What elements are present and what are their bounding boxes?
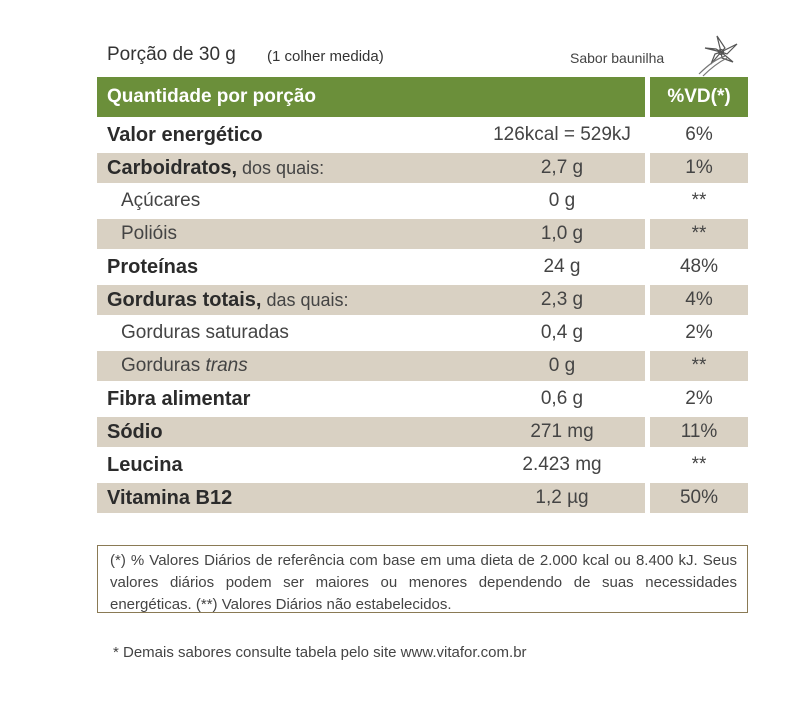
- row-name: Carboidratos, dos quais:: [107, 157, 325, 179]
- portion-size: Porção de 30 g: [107, 44, 236, 65]
- table-row: Açúcares 0 g **: [97, 186, 748, 216]
- row-vd: 11%: [650, 417, 748, 447]
- flavor-label: Sabor baunilha: [570, 50, 665, 66]
- row-vd: **: [691, 454, 707, 475]
- row-vd: 48%: [679, 256, 719, 277]
- row-name: Gorduras totais, das quais:: [107, 289, 349, 311]
- row-name: Proteínas: [107, 256, 199, 278]
- header-quantity: Quantidade por porção: [97, 77, 645, 117]
- row-value: 0 g: [548, 190, 576, 211]
- row-name: Gorduras saturadas: [121, 322, 289, 343]
- row-name: Sódio: [107, 421, 163, 443]
- table-row: Polióis 1,0 g **: [97, 219, 748, 249]
- row-vd: 2%: [685, 322, 713, 343]
- table-header: Quantidade por porção %VD(*): [97, 77, 748, 117]
- portion-measure: (1 colher medida): [267, 48, 384, 65]
- table-row: Gorduras trans 0 g **: [97, 351, 748, 381]
- other-flavors-note: * Demais sabores consulte tabela pelo si…: [113, 644, 527, 661]
- row-name: Leucina: [107, 454, 183, 476]
- row-name: Açúcares: [121, 190, 201, 211]
- table-row: Gorduras saturadas 0,4 g 2%: [97, 318, 748, 348]
- table-row: Sódio 271 mg 11%: [97, 417, 748, 447]
- row-value: 2,3 g: [540, 289, 584, 310]
- row-vd: 4%: [650, 285, 748, 315]
- row-name: Vitamina B12: [107, 487, 233, 509]
- row-value: 0,6 g: [540, 388, 584, 409]
- row-value: 126kcal = 529kJ: [493, 124, 631, 145]
- row-name: Fibra alimentar: [107, 388, 251, 410]
- vanilla-flower-icon: [698, 35, 738, 77]
- daily-value-footnote: (*) % Valores Diários de referência com …: [97, 545, 748, 613]
- nutrition-table: Quantidade por porção %VD(*) Valor energ…: [97, 77, 748, 513]
- row-name: Valor energético: [107, 124, 263, 146]
- table-row: Valor energético 126kcal = 529kJ 6%: [97, 120, 748, 150]
- row-vd: **: [650, 219, 748, 249]
- row-name: Polióis: [121, 223, 177, 244]
- row-value: 2,7 g: [540, 157, 584, 178]
- row-vd: 2%: [685, 388, 713, 409]
- row-value: 0 g: [548, 355, 576, 376]
- row-vd: 50%: [650, 483, 748, 513]
- table-row: Vitamina B12 1,2 µg 50%: [97, 483, 748, 513]
- table-row: Proteínas 24 g 48%: [97, 252, 748, 282]
- table-row: Carboidratos, dos quais: 2,7 g 1%: [97, 153, 748, 183]
- row-value: 1,0 g: [540, 223, 584, 244]
- header-daily-value: %VD(*): [650, 77, 748, 117]
- table-row: Fibra alimentar 0,6 g 2%: [97, 384, 748, 414]
- row-value: 271 mg: [530, 421, 594, 442]
- row-name: Gorduras trans: [121, 355, 248, 376]
- row-value: 1,2 µg: [535, 487, 589, 508]
- row-value: 0,4 g: [540, 322, 584, 343]
- row-value: 24 g: [543, 256, 581, 277]
- row-vd: **: [691, 190, 707, 211]
- table-row: Leucina 2.423 mg **: [97, 450, 748, 480]
- row-value: 2.423 mg: [522, 454, 602, 475]
- footnote-text: (*) % Valores Diários de referência com …: [110, 552, 737, 613]
- table-row: Gorduras totais, das quais: 2,3 g 4%: [97, 285, 748, 315]
- row-vd: **: [650, 351, 748, 381]
- row-vd: 6%: [685, 124, 713, 145]
- row-vd: 1%: [650, 153, 748, 183]
- portion-header: Porção de 30 g (1 colher medida) Sabor b…: [107, 35, 747, 77]
